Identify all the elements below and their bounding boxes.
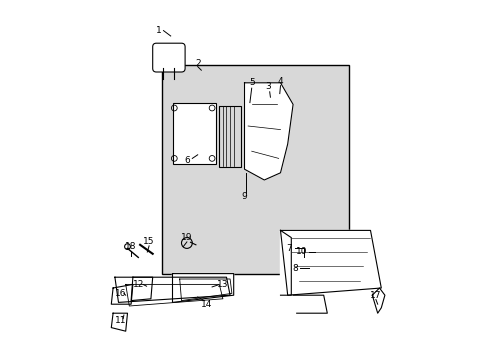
Text: 12: 12 [132, 280, 143, 289]
Text: 8: 8 [291, 264, 297, 273]
Bar [219, 106, 241, 167]
Polygon shape [111, 284, 133, 304]
Text: 3: 3 [264, 82, 270, 91]
Polygon shape [179, 279, 231, 301]
Bar [162, 65, 348, 274]
Text: 4: 4 [277, 77, 283, 86]
Text: 19: 19 [181, 233, 192, 242]
Polygon shape [280, 230, 381, 295]
Polygon shape [371, 288, 384, 313]
Polygon shape [292, 295, 326, 313]
FancyBboxPatch shape [152, 43, 185, 72]
Polygon shape [115, 277, 230, 302]
Polygon shape [111, 313, 127, 331]
Text: 1: 1 [156, 26, 162, 35]
Text: 11: 11 [114, 316, 126, 325]
Text: 17: 17 [369, 291, 381, 300]
Text: 7: 7 [286, 244, 292, 253]
Bar [172, 103, 215, 164]
Text: 13: 13 [217, 280, 228, 289]
Text: 2: 2 [195, 59, 200, 68]
Polygon shape [280, 230, 291, 295]
Text: 6: 6 [183, 156, 189, 165]
Text: 9: 9 [241, 192, 247, 201]
Text: 5: 5 [248, 78, 254, 87]
Text: 14: 14 [201, 300, 212, 309]
Text: 18: 18 [125, 242, 137, 251]
Text: 15: 15 [143, 237, 155, 246]
Polygon shape [172, 274, 233, 302]
Polygon shape [244, 83, 292, 180]
Text: 16: 16 [114, 289, 126, 298]
Polygon shape [131, 277, 152, 301]
Polygon shape [125, 284, 223, 306]
Text: 10: 10 [296, 248, 307, 256]
